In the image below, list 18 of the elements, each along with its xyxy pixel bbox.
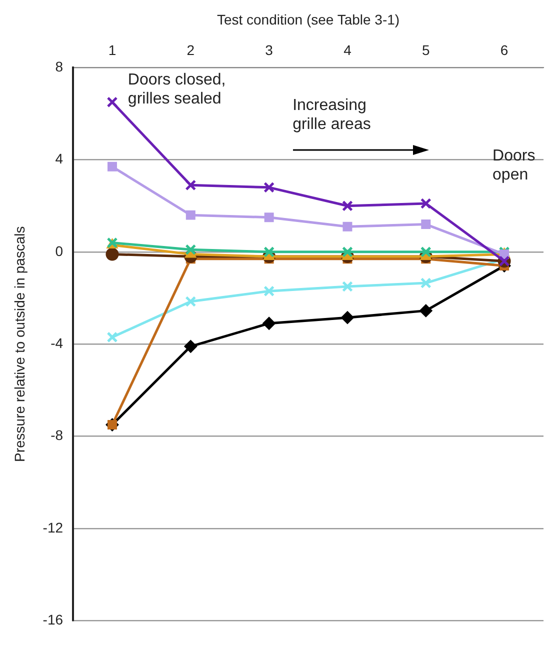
annotation: Increasing grille areas [292, 96, 371, 133]
y-tick-label: -12 [42, 519, 64, 536]
x-tick-label: 5 [422, 42, 430, 58]
x-tick-label: 4 [344, 42, 352, 58]
x-tick-label: 3 [265, 42, 274, 58]
y-tick-label: 4 [55, 150, 64, 167]
x-tick-label: 2 [186, 42, 195, 58]
y-tick-label: -8 [50, 427, 64, 444]
annotation: Doors closed, grilles sealed [128, 72, 226, 108]
y-tick-label: -4 [50, 334, 64, 351]
y-tick-label: 8 [55, 58, 64, 74]
x-tick-label: 1 [108, 42, 116, 58]
y-axis-title: Pressure relative to outside in pascals [11, 226, 28, 462]
x-axis-title: Test condition (see Table 3-1) [216, 11, 400, 28]
annotation: Doors open [492, 148, 536, 184]
y-tick-label: -16 [42, 611, 64, 628]
y-tick-label: 0 [55, 242, 64, 259]
x-tick-label: 6 [500, 42, 508, 58]
